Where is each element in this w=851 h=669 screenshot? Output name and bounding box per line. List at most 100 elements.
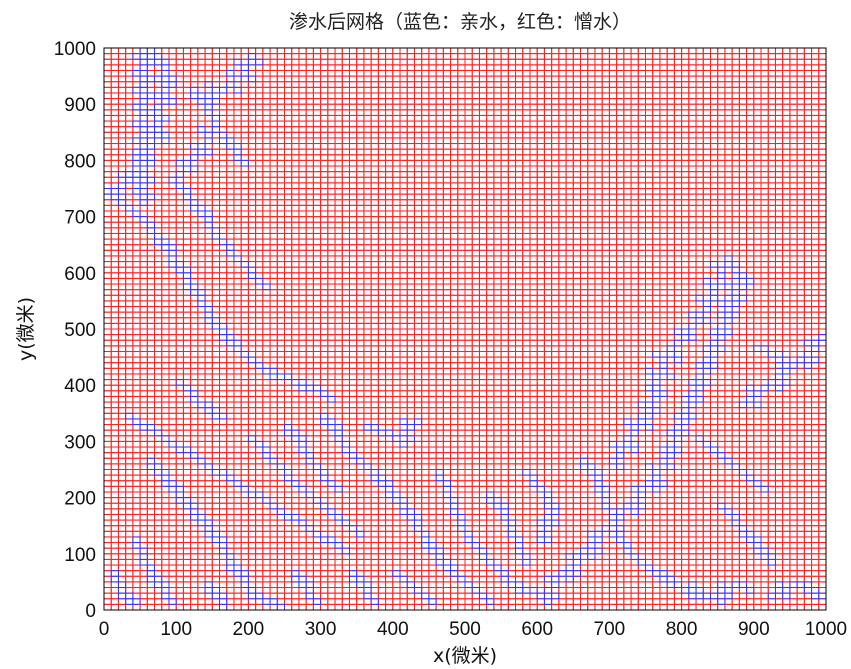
grid-cell	[457, 114, 466, 122]
grid-cell	[421, 418, 430, 426]
grid-cell	[385, 232, 394, 240]
grid-cell	[204, 558, 213, 566]
grid-cell	[161, 564, 170, 572]
grid-cell	[269, 452, 278, 459]
grid-cell	[139, 564, 148, 572]
grid-cell	[356, 75, 365, 83]
grid-cell	[334, 58, 343, 66]
grid-cell	[154, 367, 163, 375]
grid-cell	[291, 407, 300, 414]
grid-cell	[399, 53, 408, 60]
grid-cell	[161, 300, 170, 308]
grid-cell	[457, 373, 466, 381]
grid-cell	[110, 131, 119, 139]
grid-cell	[464, 249, 473, 257]
grid-cell	[435, 485, 444, 493]
grid-cell	[211, 575, 221, 583]
grid-cell	[154, 474, 163, 482]
grid-cell	[428, 379, 437, 386]
grid-cell	[399, 249, 408, 257]
grid-cell	[478, 232, 488, 240]
grid-cell	[255, 244, 264, 251]
grid-cell	[356, 564, 365, 572]
grid-cell	[117, 289, 127, 296]
grid-cell	[190, 182, 199, 190]
grid-cell	[125, 154, 134, 161]
grid-cell	[298, 429, 307, 437]
grid-cell	[320, 339, 329, 347]
grid-cell	[219, 485, 228, 493]
grid-cell	[385, 171, 394, 178]
grid-cell	[471, 570, 480, 577]
grid-cell	[305, 311, 314, 319]
grid-cell	[110, 553, 119, 560]
grid-cell	[435, 188, 444, 195]
grid-cell	[377, 306, 387, 313]
grid-cell	[413, 575, 423, 583]
grid-cell	[110, 367, 119, 375]
grid-cell	[464, 452, 473, 459]
grid-cell	[341, 463, 350, 471]
grid-cell	[262, 401, 271, 409]
grid-cell	[125, 244, 134, 251]
grid-cell	[291, 367, 300, 375]
grid-cell	[211, 435, 221, 442]
grid-cell	[154, 542, 163, 549]
grid-cell	[117, 98, 127, 105]
grid-cell	[421, 176, 430, 184]
grid-cell	[103, 598, 112, 605]
grid-cell	[132, 345, 141, 352]
grid-cell	[464, 277, 473, 285]
grid-cell	[450, 232, 459, 240]
grid-cell	[255, 266, 264, 274]
grid-cell	[262, 300, 271, 308]
grid-cell	[363, 379, 372, 386]
grid-cell	[139, 210, 148, 218]
grid-cell	[377, 188, 387, 195]
grid-cell	[233, 188, 242, 195]
grid-cell	[406, 311, 415, 319]
grid-cell	[103, 266, 112, 274]
grid-cell	[377, 300, 387, 308]
grid-cell	[168, 603, 177, 611]
grid-cell	[457, 598, 466, 605]
grid-cell	[486, 148, 495, 156]
grid-cell	[421, 322, 430, 330]
grid-cell	[457, 120, 466, 128]
grid-cell	[197, 469, 206, 476]
grid-cell	[421, 334, 430, 341]
grid-cell	[255, 587, 264, 594]
grid-cell	[276, 47, 285, 55]
grid-cell	[132, 143, 141, 150]
grid-cell	[363, 418, 372, 426]
grid-cell	[125, 497, 134, 504]
grid-cell	[341, 469, 350, 476]
grid-cell	[370, 103, 379, 111]
grid-cell	[370, 513, 379, 521]
grid-cell	[255, 508, 264, 515]
grid-cell	[276, 261, 285, 268]
grid-cell	[117, 525, 127, 532]
grid-cell	[363, 558, 372, 566]
grid-cell	[269, 530, 278, 538]
grid-cell	[377, 457, 387, 465]
grid-cell	[262, 485, 271, 493]
grid-cell	[146, 603, 156, 611]
grid-cell	[406, 317, 415, 324]
grid-cell	[348, 199, 358, 206]
grid-cell	[190, 564, 199, 572]
grid-cell	[406, 519, 415, 527]
grid-cell	[276, 474, 285, 482]
grid-cell	[327, 379, 336, 386]
grid-cell	[284, 508, 293, 515]
grid-cell	[269, 81, 278, 88]
grid-cell	[363, 238, 372, 246]
grid-cell	[486, 395, 495, 403]
grid-cell	[298, 109, 307, 116]
grid-cell	[182, 47, 192, 55]
grid-cell	[204, 480, 213, 487]
grid-cell	[464, 294, 473, 302]
grid-cell	[312, 306, 322, 313]
grid-cell	[219, 564, 228, 572]
grid-cell	[175, 564, 184, 572]
